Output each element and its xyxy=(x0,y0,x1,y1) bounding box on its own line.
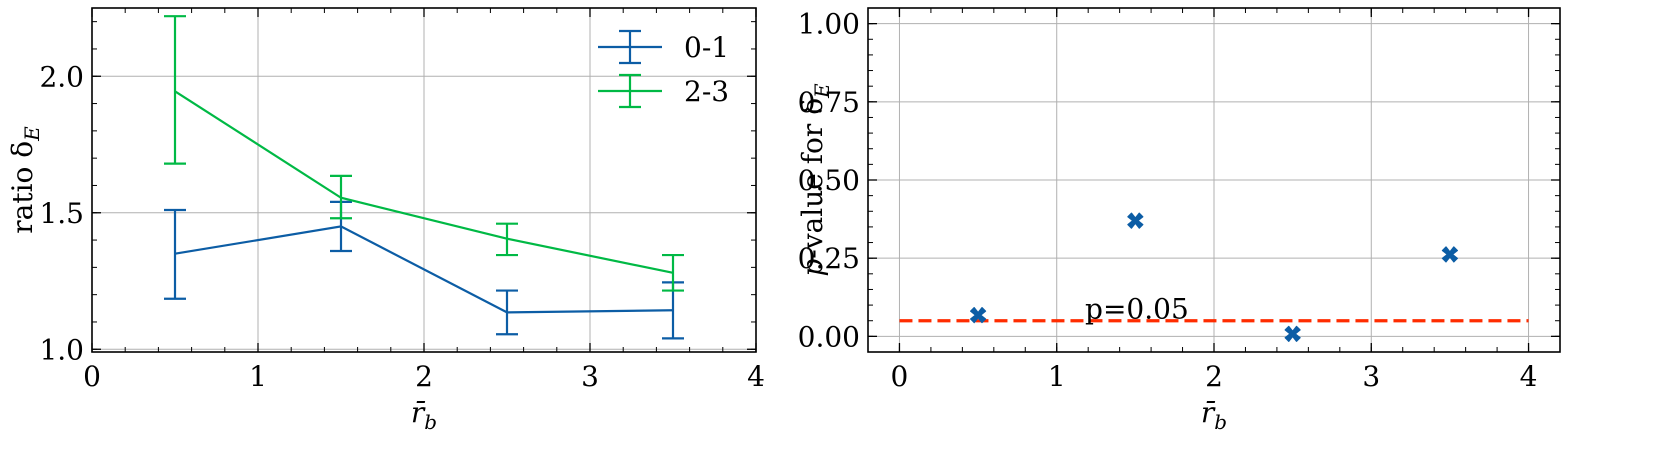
x-tick-label: 3 xyxy=(581,360,599,393)
data-point-marker xyxy=(1127,212,1144,229)
error-bar xyxy=(330,174,352,220)
plot-frame xyxy=(867,7,1561,353)
legend-handle xyxy=(598,29,662,65)
x-axis-label-sub: b xyxy=(424,410,437,434)
error-bar xyxy=(662,253,684,292)
x-tick-label: 2 xyxy=(1205,360,1223,393)
x-tick-label: 1 xyxy=(1048,360,1066,393)
threshold-annotation: p=0.05 xyxy=(1085,293,1189,326)
y-axis-label: ratio δE xyxy=(6,126,44,234)
y-axis-label-italic: p xyxy=(796,259,829,277)
y-axis-label-sub: E xyxy=(810,83,834,99)
y-tick-label: 1.5 xyxy=(39,197,84,230)
x-tick-label: 1 xyxy=(249,360,267,393)
y-tick-label: 0.50 xyxy=(798,164,860,197)
legend-label: 2-3 xyxy=(684,75,729,108)
data-point-marker xyxy=(1284,325,1301,342)
legend-handle xyxy=(598,73,662,109)
y-tick-label: 2.0 xyxy=(39,60,84,93)
pvalue-chart: 0 1 2 3 4 0.00 0.25 0.50 0.75 1.00 r̄b p=0.05 p-valu… xyxy=(796,7,1561,434)
legend-label: 0-1 xyxy=(684,31,729,64)
error-bar xyxy=(496,289,518,336)
series-2-3 xyxy=(164,15,684,292)
legend: 0-12-3 xyxy=(598,29,729,109)
x-tick-label: 0 xyxy=(83,360,101,393)
x-axis-label: r̄b xyxy=(411,396,437,434)
y-axis-label-main: ratio δ xyxy=(6,141,39,234)
series-line xyxy=(174,225,674,314)
error-bar xyxy=(496,222,518,257)
x-axis-label-sub: b xyxy=(1214,410,1227,434)
plot-frame xyxy=(91,7,757,353)
y-tick-label: 1.0 xyxy=(39,333,84,366)
x-tick-label: 4 xyxy=(747,360,765,393)
x-axis-label-main: r̄ xyxy=(1201,396,1216,429)
data-point-marker xyxy=(969,306,987,324)
y-tick-label: 0.75 xyxy=(798,86,860,119)
x-tick-label: 2 xyxy=(415,360,433,393)
x-tick-label: 4 xyxy=(1520,360,1538,393)
y-tick-label: 0.00 xyxy=(798,320,860,353)
y-tick-label: 0.25 xyxy=(798,242,860,275)
y-axis-label: p-value for δE xyxy=(796,83,834,277)
x-tick-label: 0 xyxy=(891,360,909,393)
series-line xyxy=(174,90,674,274)
y-axis-label-main: -value for δ xyxy=(796,98,829,259)
x-tick-label: 3 xyxy=(1362,360,1380,393)
series-0-1 xyxy=(164,200,684,340)
error-bar xyxy=(164,15,186,165)
x-axis-label: r̄b xyxy=(1201,396,1227,434)
x-axis-label-main: r̄ xyxy=(411,396,426,429)
data-point-marker xyxy=(1441,246,1459,263)
error-bar xyxy=(164,208,186,300)
y-tick-label: 1.00 xyxy=(798,8,860,41)
y-axis-label-sub: E xyxy=(20,126,44,142)
